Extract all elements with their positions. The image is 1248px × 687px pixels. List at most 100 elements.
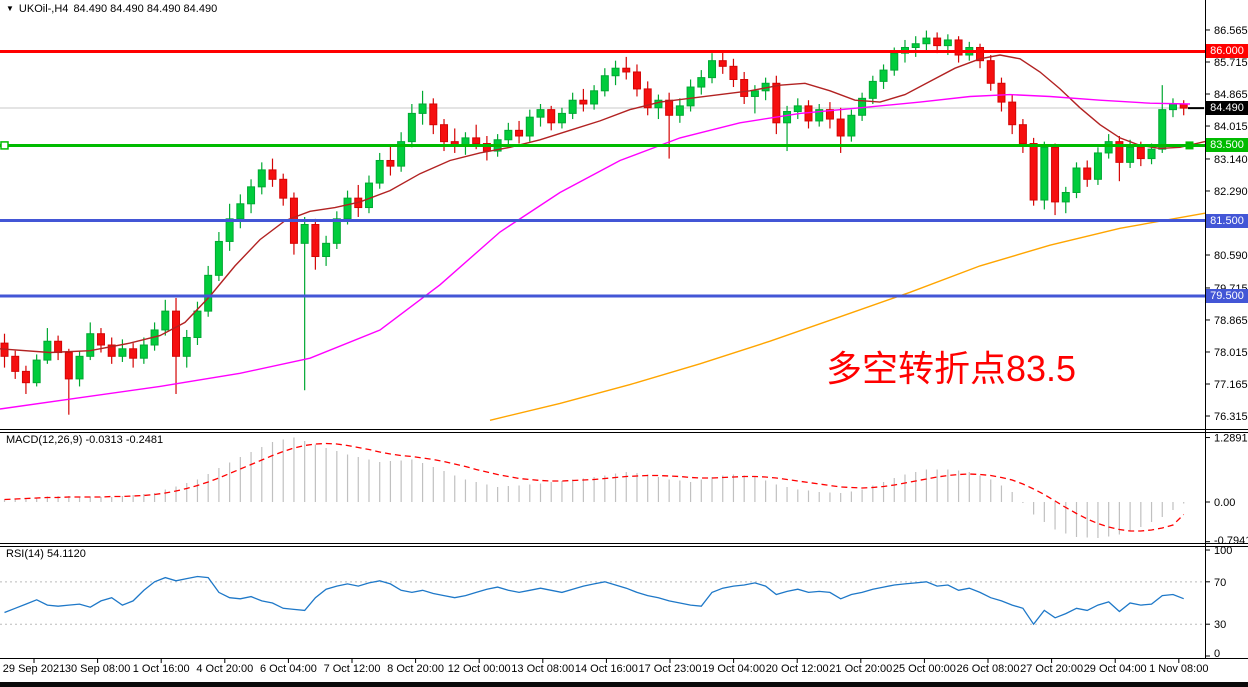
price-badge-81.500: 81.500	[1206, 214, 1248, 228]
candle	[697, 70, 706, 95]
candle	[911, 36, 920, 57]
price-badge-79.500: 79.500	[1206, 289, 1248, 303]
rsi-axis: 100 70 30 0	[1205, 545, 1232, 660]
candle	[118, 339, 127, 362]
macd-axis: 1.2891 0.00 -0.7941	[1205, 433, 1248, 547]
candle	[933, 32, 942, 54]
chart-text-annotation: 多空转折点83.5	[826, 348, 1077, 389]
candle	[1072, 162, 1081, 199]
time-label: 27 Oct 20:00	[1020, 663, 1083, 675]
svg-text:85.715: 85.715	[1214, 57, 1248, 69]
macd-indicator-label: MACD(12,26,9) -0.0313 -0.2481	[6, 434, 164, 446]
candle	[547, 105, 556, 131]
candlestick-series[interactable]	[0, 30, 1188, 415]
time-label: 12 Oct 00:00	[448, 663, 511, 675]
time-label: 29 Oct 04:00	[1084, 663, 1147, 675]
time-label: 14 Oct 16:00	[575, 663, 638, 675]
svg-text:1.2891: 1.2891	[1214, 433, 1248, 445]
time-label: 30 Sep 08:00	[65, 663, 130, 675]
candle	[1115, 135, 1124, 182]
candle	[279, 173, 288, 206]
hline-83.5[interactable]	[0, 141, 1205, 150]
time-label: 1 Nov 08:00	[1149, 663, 1208, 675]
candle	[300, 216, 309, 391]
candle	[54, 335, 63, 361]
hline-right-handle	[1185, 141, 1194, 150]
time-label: 21 Oct 20:00	[829, 663, 892, 675]
price-badge-84.490: 84.490	[1206, 101, 1248, 115]
panel-frames	[0, 0, 1248, 660]
fast-ma	[0, 54, 1206, 354]
candle	[311, 218, 320, 270]
svg-text:78.015: 78.015	[1214, 347, 1248, 359]
candle	[343, 190, 352, 225]
time-label: 13 Oct 08:00	[511, 663, 574, 675]
candle	[665, 92, 674, 159]
svg-text:82.290: 82.290	[1214, 186, 1248, 198]
candle	[1179, 100, 1188, 116]
candle	[643, 81, 652, 116]
time-label: 6 Oct 04:00	[260, 663, 317, 675]
candle	[536, 103, 545, 127]
candle	[1093, 147, 1102, 185]
candle	[418, 90, 427, 125]
candle	[986, 55, 995, 91]
time-label: 7 Oct 12:00	[324, 663, 381, 675]
candle	[461, 132, 470, 155]
candle	[1158, 85, 1167, 153]
candle	[1008, 94, 1017, 135]
rsi-indicator-label: RSI(14) 54.1120	[6, 548, 86, 560]
svg-text:70: 70	[1214, 577, 1226, 589]
candle	[632, 64, 641, 97]
candle	[247, 179, 256, 214]
ohlc-quotes: 84.490 84.490 84.490 84.490	[73, 3, 218, 15]
candle	[1051, 143, 1060, 216]
candle	[364, 175, 373, 214]
candle	[386, 145, 395, 176]
candle	[193, 301, 202, 346]
candle	[139, 337, 148, 364]
candle	[11, 350, 20, 379]
candle	[86, 322, 95, 361]
candle	[1168, 98, 1177, 118]
candle	[75, 350, 84, 387]
candle	[214, 232, 223, 281]
candle	[772, 75, 781, 135]
candle	[954, 36, 963, 63]
candle	[1029, 137, 1038, 206]
svg-text:86.565: 86.565	[1214, 25, 1248, 37]
slow-ma	[489, 212, 1206, 421]
candle	[450, 128, 459, 153]
rsi-line	[4, 575, 1184, 626]
macd-signal-line	[4, 442, 1185, 532]
candle	[32, 354, 41, 387]
time-label: 8 Oct 20:00	[387, 663, 444, 675]
svg-text:84.865: 84.865	[1214, 89, 1248, 101]
svg-text:84.015: 84.015	[1214, 121, 1248, 133]
svg-text:76.315: 76.315	[1214, 411, 1248, 423]
candle	[129, 343, 138, 368]
time-axis: 29 Sep 2021 30 Sep 08:00 1 Oct 16:00 4 Oct …	[3, 658, 1208, 675]
candle	[182, 329, 191, 368]
chart-title: ▼ UKOil-,H4 84.490 84.490 84.490 84.490	[6, 3, 217, 15]
time-label: 25 Oct 00:00	[893, 663, 956, 675]
price-badge-83.500: 83.500	[1206, 138, 1248, 152]
time-label: 29 Sep 2021	[3, 663, 65, 675]
chevron-down-icon: ▼	[6, 4, 14, 13]
candle	[1061, 186, 1070, 214]
rsi-panel	[0, 575, 1205, 626]
candle	[708, 53, 717, 84]
candle	[204, 265, 213, 317]
candle	[600, 68, 609, 97]
candle	[793, 98, 802, 120]
macd-panel	[3, 437, 1185, 538]
candle	[718, 51, 727, 74]
candle	[236, 194, 245, 229]
candle	[568, 92, 577, 120]
candle	[322, 235, 331, 266]
time-label: 19 Oct 04:00	[702, 663, 765, 675]
candle	[268, 158, 277, 187]
price-axis: 86.565 85.715 84.865 84.015 83.140 82.290 80.5…	[1205, 25, 1248, 423]
hline-left-handle	[0, 141, 9, 150]
